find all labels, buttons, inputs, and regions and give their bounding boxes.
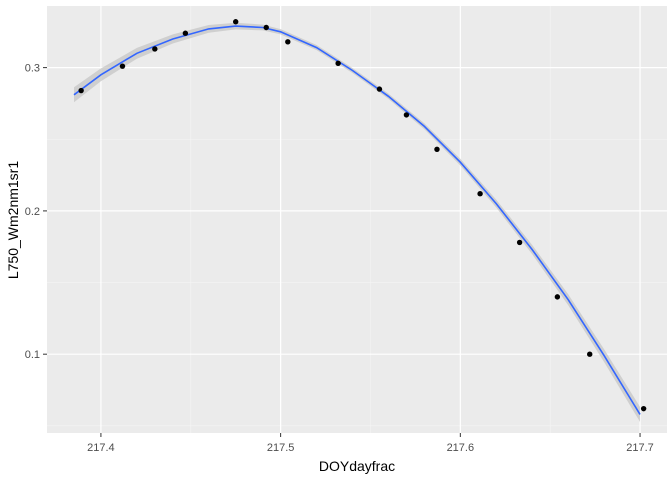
x-tick-label: 217.6 [447,442,475,454]
y-tick-label: 0.2 [25,206,40,218]
data-point [335,60,341,67]
data-point [152,46,158,52]
data-point [640,405,647,412]
data-point [403,112,410,118]
data-point [78,87,84,94]
y-tick-label: 0.1 [25,349,40,361]
x-axis: 217.4 217.5 217.6 217.7 [87,433,654,454]
data-point [477,191,483,197]
data-point [554,294,561,300]
x-tick-label: 217.5 [267,442,295,454]
data-point [119,63,126,69]
smooth-line [73,25,641,415]
data-point [434,146,440,152]
data-point [587,351,593,357]
x-axis-title: DOYdayfrac [319,458,395,474]
confidence-ribbon [74,22,640,422]
data-point [516,239,523,246]
data-point [285,39,291,45]
y-axis: 0.1 0.2 0.3 [25,63,47,361]
y-axis-title: L750_Wm2nm1sr1 [5,161,21,279]
x-tick-label: 217.4 [87,442,115,454]
x-tick-label: 217.7 [626,442,654,454]
data-point [263,24,269,31]
data-point [182,30,189,36]
data-points [78,19,647,412]
minor-gridlines [47,6,667,433]
plot-panel [47,6,667,433]
y-tick-label: 0.3 [25,63,40,75]
data-point [376,86,383,92]
data-point [232,19,239,25]
